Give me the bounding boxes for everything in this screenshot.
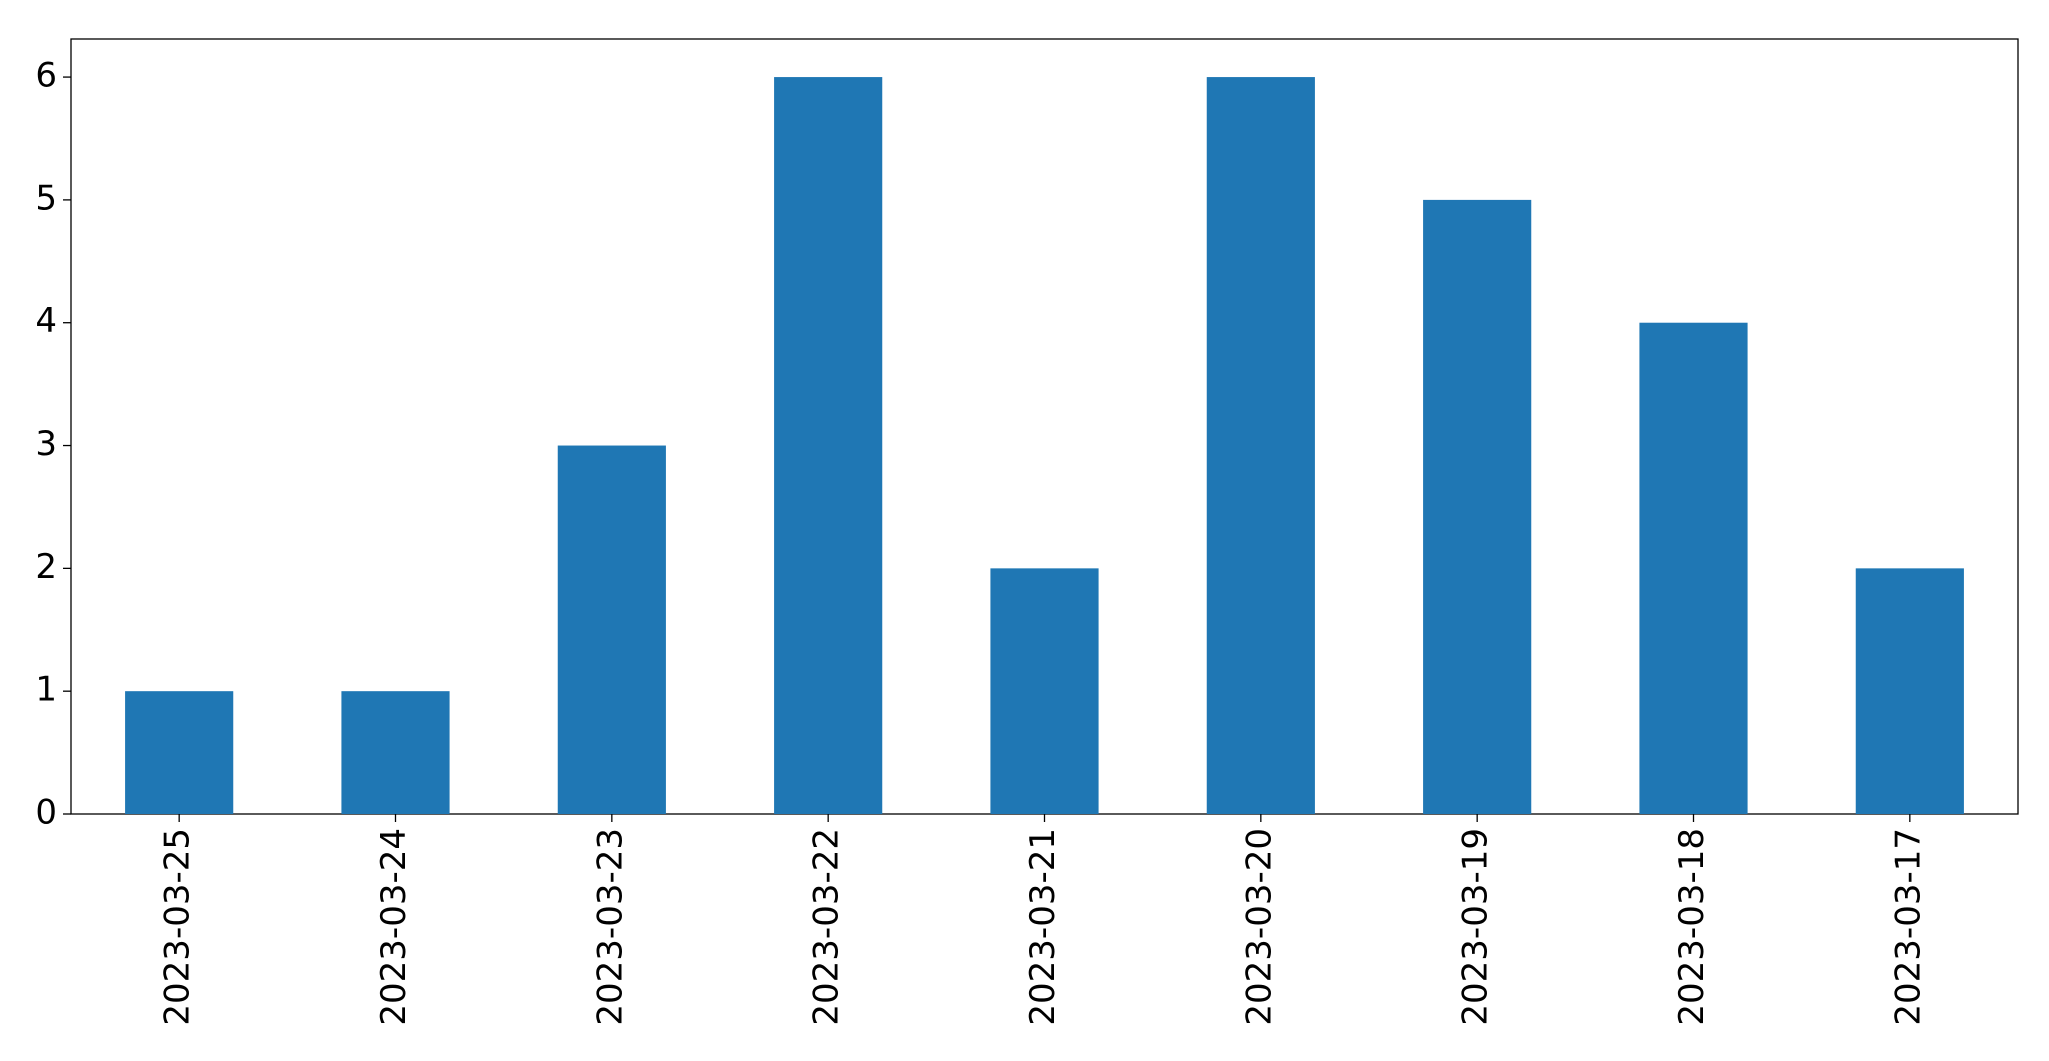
bar: [1639, 322, 1748, 814]
y-tick-label: 2: [35, 547, 57, 587]
y-tick-label: 6: [35, 56, 57, 96]
x-tick-label: 2023-03-17: [1888, 828, 1928, 1026]
bar: [1855, 568, 1964, 814]
bar: [990, 568, 1099, 814]
x-tick-label: 2023-03-20: [1239, 828, 1279, 1026]
bar: [341, 691, 450, 814]
x-tick-label: 2023-03-19: [1456, 828, 1496, 1026]
x-tick-label: 2023-03-21: [1023, 828, 1063, 1026]
y-tick-label: 5: [35, 178, 57, 218]
y-tick-label: 4: [35, 301, 57, 341]
y-tick-label: 3: [35, 424, 57, 464]
bar: [774, 77, 883, 815]
y-tick-label: 1: [35, 670, 57, 710]
bar: [1206, 77, 1315, 815]
bar: [1423, 199, 1532, 815]
bar: [557, 445, 666, 814]
x-tick-label: 2023-03-25: [158, 828, 198, 1026]
x-tick-label: 2023-03-18: [1672, 828, 1712, 1026]
x-tick-label: 2023-03-24: [374, 828, 414, 1026]
x-tick-label: 2023-03-22: [807, 828, 847, 1026]
bar: [125, 691, 234, 814]
x-tick-label: 2023-03-23: [590, 828, 630, 1026]
y-tick-label: 0: [35, 793, 57, 833]
